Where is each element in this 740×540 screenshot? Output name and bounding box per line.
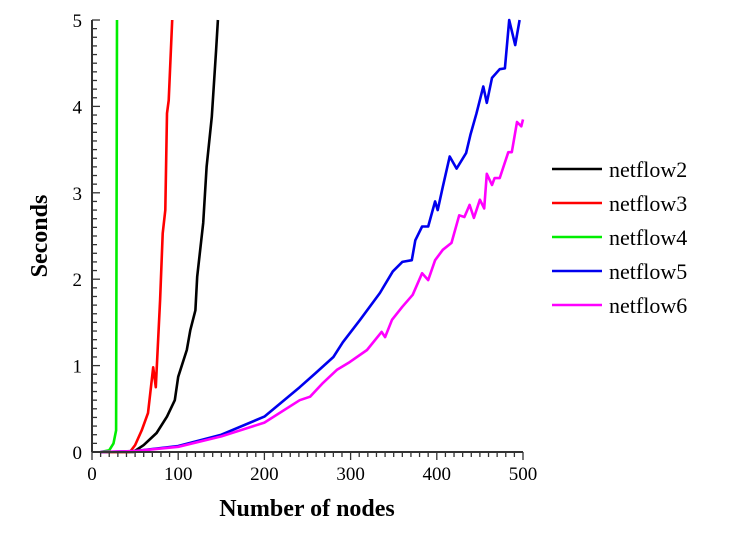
legend-label-netflow2: netflow2 — [609, 157, 687, 182]
y-tick-label: 3 — [73, 184, 83, 205]
series-line-netflow6 — [100, 119, 525, 454]
y-tick-label: 1 — [73, 357, 83, 378]
legend-label-netflow5: netflow5 — [609, 259, 687, 284]
legend-label-netflow3: netflow3 — [609, 191, 687, 216]
legend-label-netflow6: netflow6 — [609, 293, 687, 318]
series-line-netflow3 — [100, 19, 174, 454]
y-tick-label: 4 — [73, 97, 83, 118]
legend: netflow2 netflow3 netflow4 netflow5 netflow6 — [552, 157, 687, 318]
y-tick-label: 2 — [73, 270, 83, 291]
x-tick-label: 200 — [250, 464, 279, 485]
legend-label-netflow4: netflow4 — [609, 225, 687, 250]
series-line-netflow4 — [100, 19, 119, 454]
y-tick-label: 5 — [73, 11, 83, 32]
x-tick-label: 100 — [164, 464, 193, 485]
series-line-netflow2 — [100, 19, 220, 454]
y-tick-label: 0 — [73, 443, 83, 464]
x-tick-label: 300 — [336, 464, 365, 485]
plot-area — [100, 18, 525, 454]
y-axis-title: Seconds — [27, 195, 53, 278]
x-tick-label: 0 — [87, 464, 97, 485]
series-line-netflow5 — [100, 18, 521, 454]
x-tick-label: 500 — [509, 464, 538, 485]
x-tick-label: 400 — [423, 464, 452, 485]
axes: 0 100 200 300 400 500 0 1 2 3 4 5 — [73, 11, 538, 485]
x-axis-title: Number of nodes — [219, 496, 395, 522]
